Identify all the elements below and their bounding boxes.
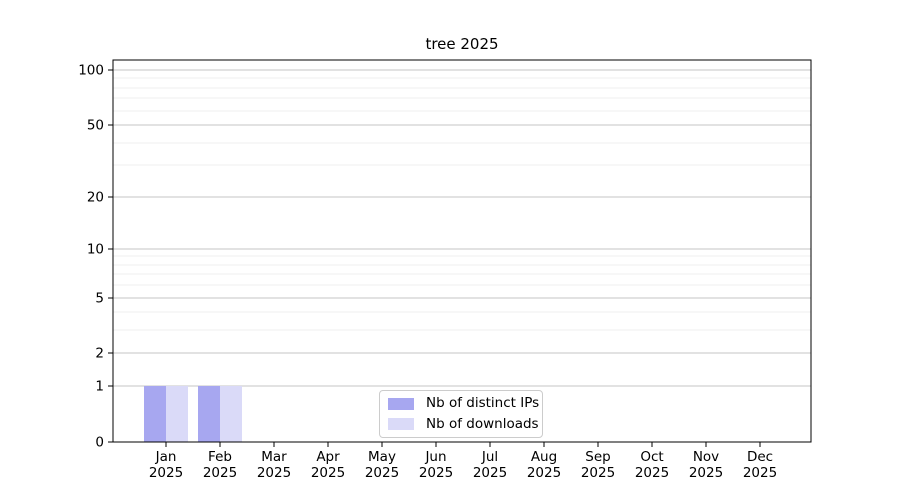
x-tick-label-month: Jul — [481, 449, 498, 465]
x-tick-label-month: May — [368, 449, 396, 465]
x-tick-label-year: 2025 — [257, 465, 291, 481]
chart-title: tree 2025 — [425, 35, 499, 53]
x-tick-label-year: 2025 — [635, 465, 669, 481]
x-tick-label-year: 2025 — [581, 465, 615, 481]
y-tick-label: 5 — [95, 291, 104, 307]
y-tick-label: 2 — [95, 346, 104, 362]
x-tick-label-month: Mar — [261, 449, 287, 465]
x-tick-label-month: Sep — [585, 449, 610, 465]
legend-swatch — [388, 418, 414, 431]
x-tick-label-year: 2025 — [149, 465, 183, 481]
bar-downloads — [220, 386, 242, 442]
legend: Nb of distinct IPs Nb of downloads — [379, 390, 543, 439]
y-tick-label: 100 — [78, 63, 104, 79]
x-tick-label-year: 2025 — [473, 465, 507, 481]
bar-distinct-ips — [198, 386, 220, 442]
legend-swatch — [388, 397, 414, 410]
legend-label: Nb of distinct IPs — [426, 395, 540, 411]
plot-border — [112, 59, 812, 443]
legend-item: Nb of downloads — [388, 416, 539, 433]
x-tick-label-year: 2025 — [527, 465, 561, 481]
y-tick-label: 20 — [87, 190, 104, 206]
x-tick-label-year: 2025 — [311, 465, 345, 481]
x-tick-label-year: 2025 — [203, 465, 237, 481]
x-tick-label-month: Apr — [316, 449, 340, 465]
y-tick-label: 10 — [87, 242, 104, 258]
x-tick-label-year: 2025 — [743, 465, 777, 481]
legend-item: Nb of distinct IPs — [388, 395, 539, 412]
y-tick-label: 50 — [87, 118, 104, 134]
bar-distinct-ips — [144, 386, 166, 442]
x-tick-label-month: Feb — [208, 449, 232, 465]
x-tick-label-year: 2025 — [419, 465, 453, 481]
y-tick-label: 0 — [95, 435, 104, 451]
x-tick-label-month: Nov — [693, 449, 719, 465]
x-tick-label-year: 2025 — [689, 465, 723, 481]
legend-label: Nb of downloads — [426, 415, 539, 432]
x-tick-label-year: 2025 — [365, 465, 399, 481]
x-tick-label-month: Dec — [747, 449, 773, 465]
x-tick-label-month: Oct — [640, 449, 663, 465]
x-tick-label-month: Jan — [155, 449, 177, 465]
y-tick-label: 1 — [95, 379, 104, 395]
x-tick-label-month: Aug — [531, 449, 557, 465]
bar-downloads — [166, 386, 188, 442]
x-tick-label-month: Jun — [424, 449, 446, 465]
